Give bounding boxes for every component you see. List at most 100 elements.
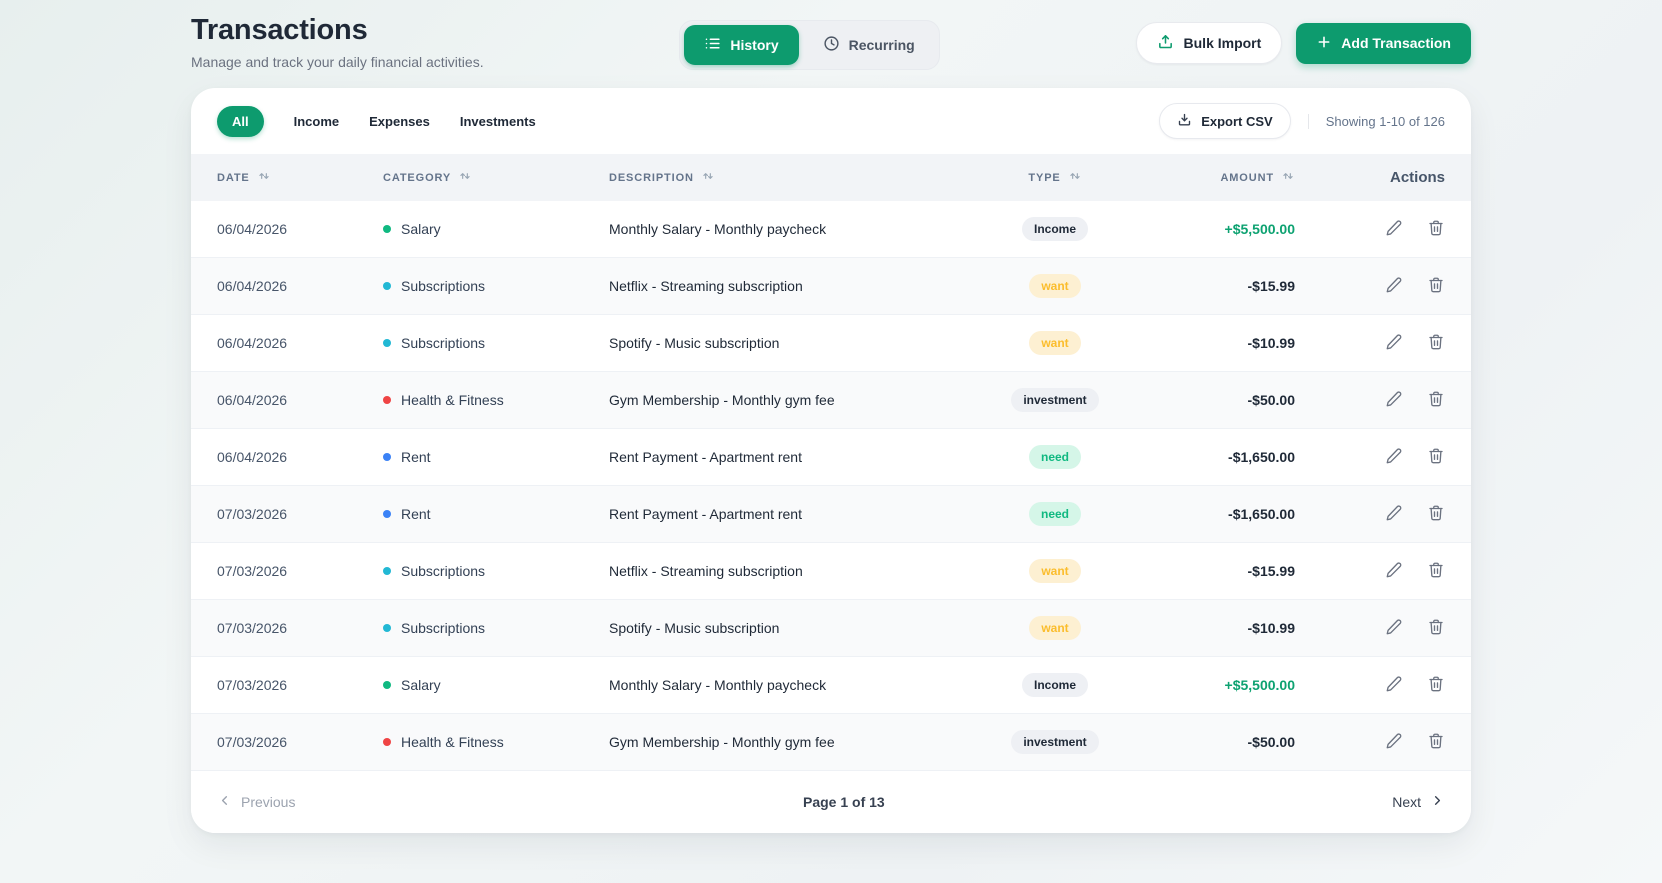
recurring-toggle-button[interactable]: Recurring (803, 25, 935, 65)
next-page-button[interactable]: Next (1392, 793, 1445, 811)
page-title: Transactions (191, 14, 368, 46)
type-badge: need (1028, 445, 1081, 469)
category-cell: Subscriptions (383, 278, 609, 294)
edit-button[interactable] (1385, 561, 1403, 582)
description-cell: Netflix - Streaming subscription (609, 278, 803, 294)
amount-cell: +$5,500.00 (1224, 677, 1295, 693)
table-row: 07/03/2026 Subscriptions Netflix - Strea… (191, 543, 1471, 600)
edit-button[interactable] (1385, 732, 1403, 753)
history-toggle-label: History (730, 37, 779, 53)
type-cell: Income (995, 673, 1115, 697)
type-cell: investment (995, 388, 1115, 412)
category-label: Subscriptions (401, 620, 486, 636)
description-cell: Gym Membership - Monthly gym fee (609, 734, 835, 750)
delete-button[interactable] (1427, 219, 1445, 240)
edit-button[interactable] (1385, 219, 1403, 240)
category-cell: Subscriptions (383, 563, 609, 579)
category-cell: Health & Fitness (383, 734, 609, 750)
delete-button[interactable] (1427, 732, 1445, 753)
date-cell: 06/04/2026 (217, 449, 288, 465)
description-cell: Rent Payment - Apartment rent (609, 449, 802, 465)
history-toggle-button[interactable]: History (684, 25, 799, 65)
column-header-amount[interactable]: AMOUNT (1115, 169, 1295, 186)
delete-button[interactable] (1427, 504, 1445, 525)
next-label: Next (1392, 794, 1421, 810)
column-header-description[interactable]: DESCRIPTION (609, 169, 995, 186)
type-badge: investment (1011, 730, 1099, 754)
description-cell: Monthly Salary - Monthly paycheck (609, 677, 827, 693)
edit-button[interactable] (1385, 276, 1403, 297)
sort-icon (257, 169, 271, 186)
edit-button[interactable] (1385, 675, 1403, 696)
tab-investments[interactable]: Investments (459, 113, 536, 129)
showing-count: Showing 1-10 of 126 (1307, 113, 1445, 129)
category-dot-icon (383, 567, 391, 575)
add-transaction-label: Add Transaction (1341, 35, 1451, 51)
bulk-import-button[interactable]: Bulk Import (1135, 22, 1283, 64)
previous-page-button[interactable]: Previous (217, 793, 295, 811)
trash-icon (1427, 219, 1445, 240)
trash-icon (1427, 447, 1445, 468)
description-cell: Spotify - Music subscription (609, 335, 780, 351)
edit-button[interactable] (1385, 333, 1403, 354)
type-badge: want (1029, 616, 1081, 640)
edit-button[interactable] (1385, 390, 1403, 411)
type-cell: need (995, 502, 1115, 526)
actions-cell (1295, 675, 1445, 696)
export-csv-button[interactable]: Export CSV (1159, 103, 1291, 139)
delete-button[interactable] (1427, 447, 1445, 468)
tab-income[interactable]: Income (293, 113, 340, 129)
delete-button[interactable] (1427, 561, 1445, 582)
page: Transactions Manage and track your daily… (191, 0, 1471, 833)
category-cell: Salary (383, 221, 609, 237)
edit-button[interactable] (1385, 504, 1403, 525)
edit-button[interactable] (1385, 618, 1403, 639)
date-cell: 06/04/2026 (217, 221, 288, 237)
bulk-import-label: Bulk Import (1183, 35, 1262, 51)
actions-cell (1295, 390, 1445, 411)
category-cell: Rent (383, 449, 609, 465)
pencil-icon (1385, 561, 1403, 582)
amount-cell: -$15.99 (1247, 563, 1295, 579)
date-cell: 07/03/2026 (217, 677, 288, 693)
date-cell: 06/04/2026 (217, 278, 288, 294)
column-header-category[interactable]: CATEGORY (383, 169, 609, 186)
pencil-icon (1385, 675, 1403, 696)
plus-icon (1316, 34, 1332, 53)
actions-cell (1295, 504, 1445, 525)
type-badge: want (1029, 559, 1081, 583)
delete-button[interactable] (1427, 675, 1445, 696)
amount-cell: -$1,650.00 (1228, 449, 1295, 465)
type-badge: Income (1021, 673, 1088, 697)
table-row: 06/04/2026 Subscriptions Spotify - Music… (191, 315, 1471, 372)
type-badge: need (1028, 502, 1081, 526)
toolbar-right: Export CSV Showing 1-10 of 126 (1159, 103, 1445, 139)
trash-icon (1427, 276, 1445, 297)
category-dot-icon (383, 396, 391, 404)
type-badge: want (1029, 274, 1081, 298)
tab-all[interactable]: All (217, 105, 264, 137)
tab-expenses[interactable]: Expenses (369, 113, 430, 129)
type-cell: need (995, 445, 1115, 469)
column-header-type[interactable]: TYPE (995, 169, 1115, 186)
delete-button[interactable] (1427, 390, 1445, 411)
column-header-date[interactable]: DATE (217, 169, 383, 186)
category-dot-icon (383, 681, 391, 689)
sort-icon (458, 169, 472, 186)
delete-button[interactable] (1427, 333, 1445, 354)
view-toggle: History Recurring (679, 20, 940, 70)
actions-cell (1295, 219, 1445, 240)
add-transaction-button[interactable]: Add Transaction (1296, 22, 1471, 64)
edit-button[interactable] (1385, 447, 1403, 468)
trash-icon (1427, 618, 1445, 639)
category-cell: Subscriptions (383, 335, 609, 351)
actions-cell (1295, 618, 1445, 639)
delete-button[interactable] (1427, 276, 1445, 297)
pencil-icon (1385, 276, 1403, 297)
date-cell: 06/04/2026 (217, 392, 288, 408)
category-dot-icon (383, 624, 391, 632)
upload-icon (1157, 33, 1174, 53)
category-dot-icon (383, 225, 391, 233)
delete-button[interactable] (1427, 618, 1445, 639)
pencil-icon (1385, 219, 1403, 240)
